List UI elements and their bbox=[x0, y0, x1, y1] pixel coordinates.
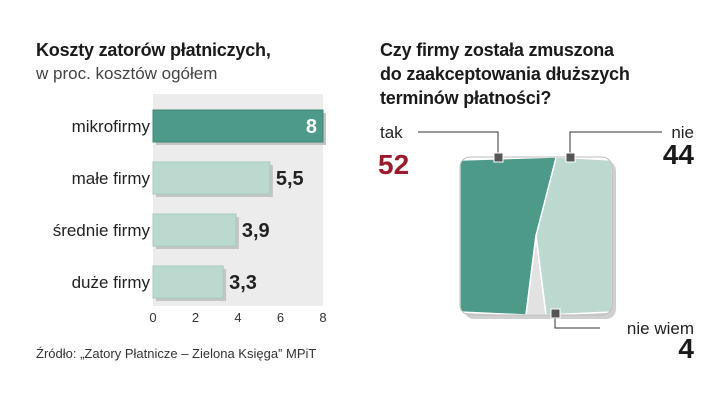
x-tick-label: 6 bbox=[277, 310, 284, 325]
right-chart-title-line1: Czy firmy została zmuszona bbox=[380, 40, 614, 60]
right-chart-title-line3: terminów płatności? bbox=[380, 88, 552, 108]
leader-marker bbox=[550, 308, 561, 319]
leader-marker bbox=[565, 152, 576, 163]
pie-slice bbox=[535, 157, 612, 315]
x-tick-label: 8 bbox=[319, 310, 326, 325]
pie-frame bbox=[459, 156, 613, 316]
bar-chart: mikrofirmy 8 małe firmy 5,5 średnie firmy 3,9… bbox=[53, 94, 327, 325]
left-chart-subtitle: w proc. kosztów ogółem bbox=[36, 64, 218, 83]
right-chart-title-line2: do zaakceptowania dłuższych bbox=[380, 64, 630, 84]
pie-slice bbox=[460, 157, 558, 315]
x-tick-label: 0 bbox=[149, 310, 156, 325]
leader-line bbox=[554, 313, 600, 329]
slice-value: 44 bbox=[663, 139, 695, 170]
pie-slice bbox=[525, 235, 547, 315]
category-label: małe firmy bbox=[72, 169, 151, 188]
slice-value: 4 bbox=[678, 333, 694, 364]
pie-shadow bbox=[464, 161, 616, 319]
bar bbox=[152, 109, 324, 143]
slice-label: tak bbox=[380, 123, 403, 142]
x-tick-label: 2 bbox=[192, 310, 199, 325]
value-label: 3,3 bbox=[229, 272, 257, 294]
leader-line bbox=[418, 131, 499, 157]
bar bbox=[152, 161, 271, 195]
slice-label: nie wiem bbox=[627, 319, 694, 338]
category-label: mikrofirmy bbox=[72, 117, 151, 136]
leader-marker bbox=[493, 152, 504, 163]
category-label: średnie firmy bbox=[53, 221, 151, 240]
source-note: Źródło: „Zatory Płatnicze – Zielona Księ… bbox=[36, 346, 317, 361]
bar bbox=[152, 265, 224, 299]
value-label: 3,9 bbox=[242, 220, 270, 242]
bar bbox=[152, 213, 237, 247]
value-label: 8 bbox=[306, 116, 317, 138]
category-label: duże firmy bbox=[72, 273, 151, 292]
x-tick-label: 4 bbox=[234, 310, 241, 325]
left-chart-title: Koszty zatorów płatniczych, bbox=[36, 40, 271, 60]
slice-label: nie bbox=[671, 123, 694, 142]
leader-line bbox=[569, 131, 662, 157]
slice-value: 52 bbox=[378, 149, 409, 180]
value-label: 5,5 bbox=[276, 168, 304, 190]
